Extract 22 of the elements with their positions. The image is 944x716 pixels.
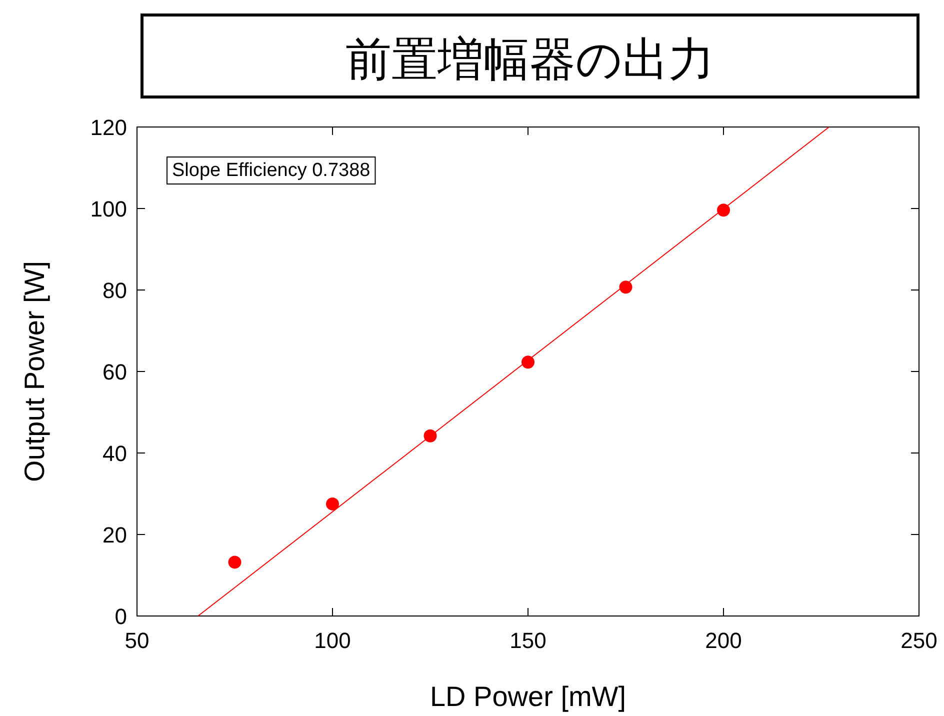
annotation: Slope Efficiency 0.7388	[172, 160, 370, 181]
y-tick-label: 0	[114, 604, 127, 629]
y-tick-label: 120	[90, 115, 127, 140]
point	[619, 280, 632, 294]
point	[326, 497, 339, 510]
point	[522, 356, 534, 369]
y-tick-label: 80	[102, 278, 127, 303]
y-tick-label: 60	[102, 360, 127, 384]
point	[228, 556, 242, 569]
point	[424, 429, 437, 442]
point	[717, 204, 730, 217]
chart-title: 前置増幅器の出力	[346, 33, 714, 85]
y-tick-label: 100	[90, 196, 127, 222]
x-tick-label: 200	[705, 628, 742, 653]
y-tick-label: 40	[102, 441, 127, 466]
x-tick-label: 250	[900, 628, 938, 653]
x-tick-label: 100	[314, 628, 351, 653]
y-axis-title: Output Power [W]	[19, 261, 50, 482]
x-axis-title: LD Power [mW]	[430, 681, 626, 712]
x-tick-label: 50	[124, 628, 150, 653]
y-tick-label: 20	[102, 522, 127, 548]
x-tick-label: 150	[510, 628, 546, 653]
